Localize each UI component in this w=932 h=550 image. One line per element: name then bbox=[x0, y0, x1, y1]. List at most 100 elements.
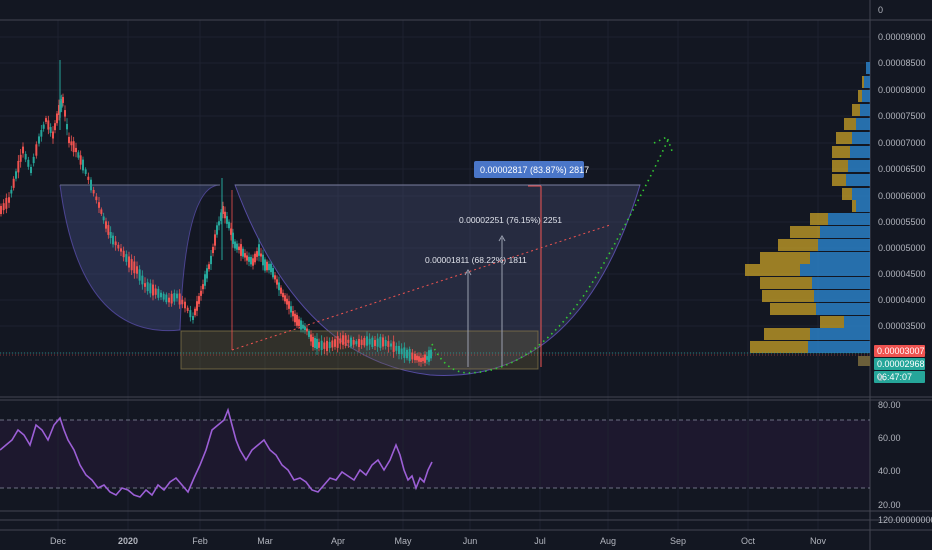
candle-body bbox=[157, 288, 160, 298]
candle-body bbox=[328, 341, 331, 349]
volume-bar-up bbox=[850, 146, 870, 158]
candle-body bbox=[366, 336, 368, 346]
volume-bar-down bbox=[862, 76, 864, 88]
candle-body bbox=[270, 263, 272, 273]
candle-body bbox=[27, 159, 30, 167]
candle-body bbox=[194, 308, 196, 316]
candle-body bbox=[144, 283, 146, 287]
candle-body bbox=[350, 337, 352, 347]
candlestick-series bbox=[0, 60, 432, 367]
volume-bar-up bbox=[808, 341, 870, 353]
candle-body bbox=[105, 221, 107, 229]
candle-body bbox=[392, 341, 395, 352]
price-tag-bg bbox=[874, 371, 925, 383]
candle-body bbox=[326, 340, 328, 352]
candle-body bbox=[77, 152, 80, 158]
rsi-axis-labels: 80.00 60.00 40.00 20.00 bbox=[878, 400, 901, 510]
candle-body bbox=[10, 189, 13, 194]
candle-body bbox=[114, 241, 117, 246]
candle-body bbox=[344, 335, 347, 346]
candle-body bbox=[42, 124, 45, 129]
price-axis-label: 0.00007500 bbox=[878, 111, 926, 121]
candle-body bbox=[290, 306, 292, 313]
candle-body bbox=[64, 110, 66, 117]
candle-body bbox=[210, 255, 212, 265]
candle-body bbox=[379, 336, 382, 348]
candle-body bbox=[358, 338, 360, 348]
candle-body bbox=[40, 130, 43, 137]
candle-body bbox=[312, 336, 314, 348]
volume-bar-down bbox=[770, 303, 816, 315]
candle-body bbox=[306, 328, 308, 332]
candle-body bbox=[214, 234, 216, 246]
candle-body bbox=[316, 338, 318, 350]
candle-body bbox=[384, 339, 387, 347]
candle-body bbox=[122, 250, 125, 258]
candle-body bbox=[387, 341, 390, 347]
measure-arrowhead-1 bbox=[464, 269, 472, 276]
candle-body bbox=[406, 349, 408, 359]
candle-body bbox=[60, 98, 63, 108]
candle-body bbox=[181, 299, 184, 305]
candle-body bbox=[112, 235, 114, 245]
price-tag-bg bbox=[874, 345, 925, 357]
price-tag-label: 06:47:07 bbox=[877, 372, 912, 382]
price-axis-label: 0.00008500 bbox=[878, 58, 926, 68]
candle-body bbox=[382, 337, 384, 347]
candle-body bbox=[198, 296, 200, 304]
candle-body bbox=[376, 338, 379, 347]
candle-body bbox=[284, 295, 286, 302]
price-tag-label: 0.00003007 bbox=[877, 346, 925, 356]
candle-body bbox=[395, 345, 398, 351]
time-axis-label: Feb bbox=[192, 536, 208, 546]
candle-body bbox=[192, 316, 194, 320]
candle-body bbox=[5, 197, 8, 209]
candle-body bbox=[250, 256, 252, 265]
measure-label-1: 0.00001811 (68.22%) 1811 bbox=[425, 255, 527, 265]
candle-body bbox=[226, 216, 228, 224]
price-axis-label: 0.00008000 bbox=[878, 85, 926, 95]
candle-body bbox=[238, 246, 240, 251]
rsi-axis-label: 20.00 bbox=[878, 500, 901, 510]
candle-body bbox=[308, 331, 310, 337]
volume-bar-up bbox=[862, 90, 870, 102]
candle-body bbox=[19, 154, 22, 162]
candle-body bbox=[302, 324, 304, 329]
candle-body bbox=[84, 169, 87, 174]
candle-body bbox=[196, 301, 198, 311]
candle-body bbox=[62, 97, 64, 103]
candle-body bbox=[95, 196, 98, 201]
candle-body bbox=[320, 340, 323, 350]
candle-body bbox=[336, 336, 339, 348]
candle-body bbox=[160, 292, 162, 298]
candle-body bbox=[334, 339, 336, 347]
candle-body bbox=[0, 205, 2, 215]
candle-body bbox=[220, 212, 222, 221]
candle-body bbox=[58, 105, 60, 115]
candle-body bbox=[206, 268, 208, 279]
candle-body bbox=[90, 179, 92, 191]
candle-body bbox=[411, 352, 414, 360]
candle-body bbox=[262, 254, 264, 266]
volume-bar-down bbox=[852, 104, 860, 116]
candle-body bbox=[49, 127, 52, 133]
candle-body bbox=[218, 221, 220, 226]
candle-body bbox=[282, 292, 284, 298]
volume-bar-up bbox=[852, 188, 870, 200]
time-axis-label: Dec bbox=[50, 536, 67, 546]
candle-body bbox=[280, 287, 282, 294]
price-axis-label: 0.00006500 bbox=[878, 164, 926, 174]
volume-bar-down bbox=[842, 188, 852, 200]
volume-bar-down bbox=[790, 226, 820, 238]
candle-body bbox=[266, 261, 268, 271]
candle-body bbox=[2, 203, 5, 211]
volume-bar-down bbox=[778, 239, 818, 251]
candle-body bbox=[256, 251, 258, 257]
candle-body bbox=[133, 261, 136, 274]
volume-bar-up bbox=[846, 174, 870, 186]
candle-body bbox=[296, 314, 298, 326]
volume-bar-up bbox=[810, 252, 870, 264]
time-axis-label: Sep bbox=[670, 536, 686, 546]
volume-bar-up bbox=[864, 76, 870, 88]
